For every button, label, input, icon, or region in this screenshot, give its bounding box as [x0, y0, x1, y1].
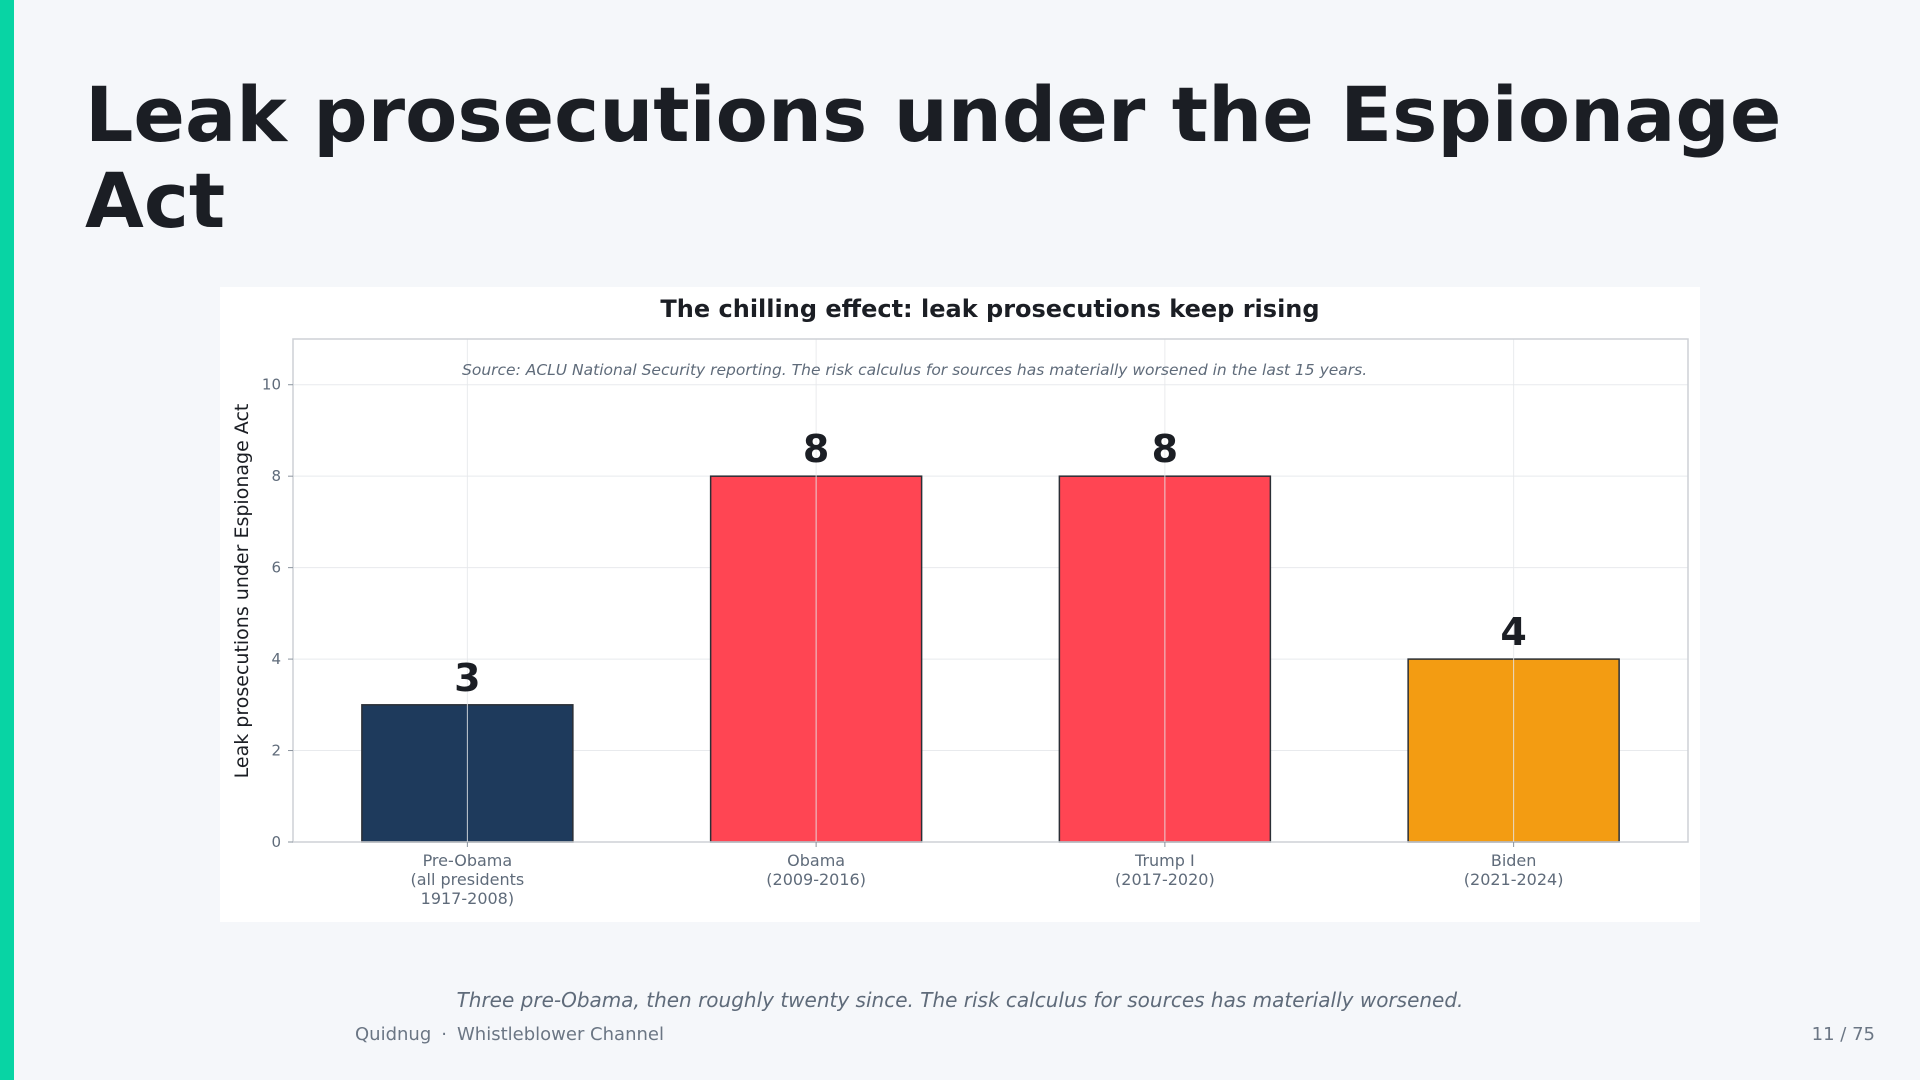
data-label: 8 [803, 427, 829, 471]
footer-separator: · [441, 1024, 447, 1045]
data-label: 3 [454, 656, 480, 700]
y-tick-label: 0 [271, 833, 281, 851]
x-tick-label: Trump I (2017-2020) [1115, 851, 1215, 889]
vertical-grid-lines [466, 339, 1515, 842]
x-tick-label: Obama (2009-2016) [766, 851, 866, 889]
data-label: 8 [1152, 427, 1178, 471]
footer-brand: Quidnug [355, 1024, 432, 1045]
slide-title: Leak prosecutions under the Espionage Ac… [85, 70, 1782, 245]
y-tick-label: 8 [271, 467, 281, 485]
y-axis-ticks: 0 2 4 6 8 10 [262, 376, 293, 851]
y-tick-label: 2 [271, 742, 281, 760]
chart-card: The chilling effect: leak prosecutions k… [220, 287, 1700, 922]
chart-annotation: Source: ACLU National Security reporting… [462, 361, 1367, 379]
page-number: 11 / 75 [1811, 1024, 1875, 1045]
accent-bar [0, 0, 14, 1080]
y-tick-label: 10 [262, 376, 281, 394]
data-label: 4 [1500, 610, 1526, 654]
y-tick-label: 4 [271, 650, 281, 668]
footer: Quidnug · Whistleblower Channel [355, 1024, 664, 1045]
y-tick-label: 6 [271, 559, 281, 577]
bar-chart: The chilling effect: leak prosecutions k… [231, 295, 1689, 908]
chart-title: The chilling effect: leak prosecutions k… [660, 295, 1319, 323]
y-axis-label: Leak prosecutions under Espionage Act [231, 404, 253, 779]
slide-caption: Three pre-Obama, then roughly twenty sin… [456, 988, 1464, 1012]
plot-frame [292, 338, 1689, 843]
x-axis-ticks: Pre-Obama (all presidents 1917-2008) Obama(… [410, 842, 1563, 908]
x-tick-label: Pre-Obama (all presidents 1917-2008) [410, 851, 524, 908]
x-tick-label: Biden (2021-2024) [1464, 851, 1564, 889]
data-labels: 3 8 8 4 [454, 427, 1527, 700]
footer-section: Whistleblower Channel [456, 1024, 664, 1045]
